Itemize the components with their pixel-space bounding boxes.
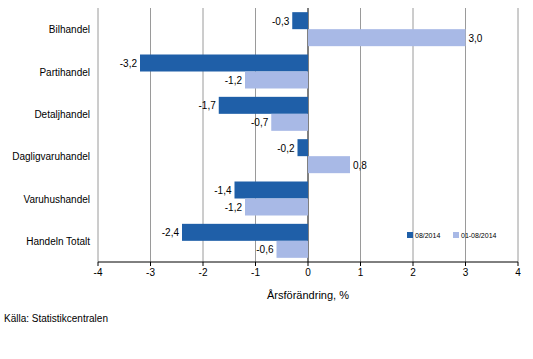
data-label: -1,2 — [225, 202, 243, 213]
legend-swatch — [453, 232, 459, 238]
bar — [219, 97, 308, 114]
data-label: -3,2 — [120, 58, 138, 69]
bars — [140, 12, 466, 258]
tick-mark — [308, 262, 309, 266]
tick-label: 4 — [515, 267, 521, 278]
tick-label: -3 — [146, 267, 155, 278]
data-labels: -0,3 3,0 -3,2 -1,2 -1,7 -0,7 -0,2 0,8 -1,4 -1,2 -2… — [120, 16, 483, 256]
bar — [245, 199, 308, 216]
tick-label: 0 — [305, 267, 311, 278]
tick-label: 3 — [463, 267, 469, 278]
grid — [98, 8, 518, 266]
data-label: -1,2 — [225, 75, 243, 86]
data-label: -0,3 — [272, 16, 290, 27]
bar — [235, 182, 309, 199]
data-label: -1,4 — [214, 185, 232, 196]
tick-label: 2 — [410, 267, 416, 278]
category-label: Bilhandel — [49, 24, 90, 35]
tick-label: 1 — [358, 267, 364, 278]
grid-line — [98, 8, 99, 262]
tick-mark — [518, 262, 519, 266]
bar — [308, 29, 466, 46]
bar — [292, 12, 308, 29]
data-label: -2,4 — [162, 227, 180, 238]
tick-mark — [360, 262, 361, 266]
data-label: -0,7 — [251, 117, 269, 128]
grid-line — [518, 8, 519, 262]
grid-line — [150, 8, 151, 262]
axis-title: Årsförändring, % — [267, 289, 349, 301]
category-label: Handeln Totalt — [26, 236, 90, 247]
legend: 08/2014 01-08/2014 — [407, 232, 497, 239]
category-label: Dagligvaruhandel — [12, 151, 90, 162]
tick-label: -2 — [199, 267, 208, 278]
x-axis — [98, 262, 518, 263]
source: Källa: Statistikcentralen — [4, 313, 108, 324]
tick-mark — [465, 262, 466, 266]
tick-mark — [255, 262, 256, 266]
tick-label: -1 — [251, 267, 260, 278]
data-label: -1,7 — [199, 100, 217, 111]
bar — [298, 139, 309, 156]
tick-mark — [413, 262, 414, 266]
category-label: Varuhushandel — [23, 194, 90, 205]
tick-label: -4 — [94, 267, 103, 278]
data-label: 0,8 — [353, 160, 367, 171]
tick-mark — [150, 262, 151, 266]
bar — [140, 55, 308, 72]
category-label: Partihandel — [39, 67, 90, 78]
legend-label: 01-08/2014 — [461, 232, 497, 239]
data-label: -0,6 — [256, 244, 274, 255]
legend-label: 08/2014 — [415, 232, 440, 239]
tick-mark — [203, 262, 204, 266]
chart: -4 -3 -2 -1 0 1 2 3 4 -0,3 3,0 -3,2 -1,2 -1,7 -0,7 -0,2… — [0, 0, 533, 359]
bar — [245, 72, 308, 89]
data-label: -0,2 — [277, 143, 295, 154]
category-label: Detaljhandel — [34, 109, 90, 120]
bar — [277, 241, 309, 258]
data-label: 3,0 — [469, 33, 483, 44]
legend-swatch — [407, 232, 413, 238]
tick-mark — [98, 262, 99, 266]
bar — [182, 224, 308, 241]
bar — [308, 156, 350, 173]
bar — [271, 114, 308, 131]
